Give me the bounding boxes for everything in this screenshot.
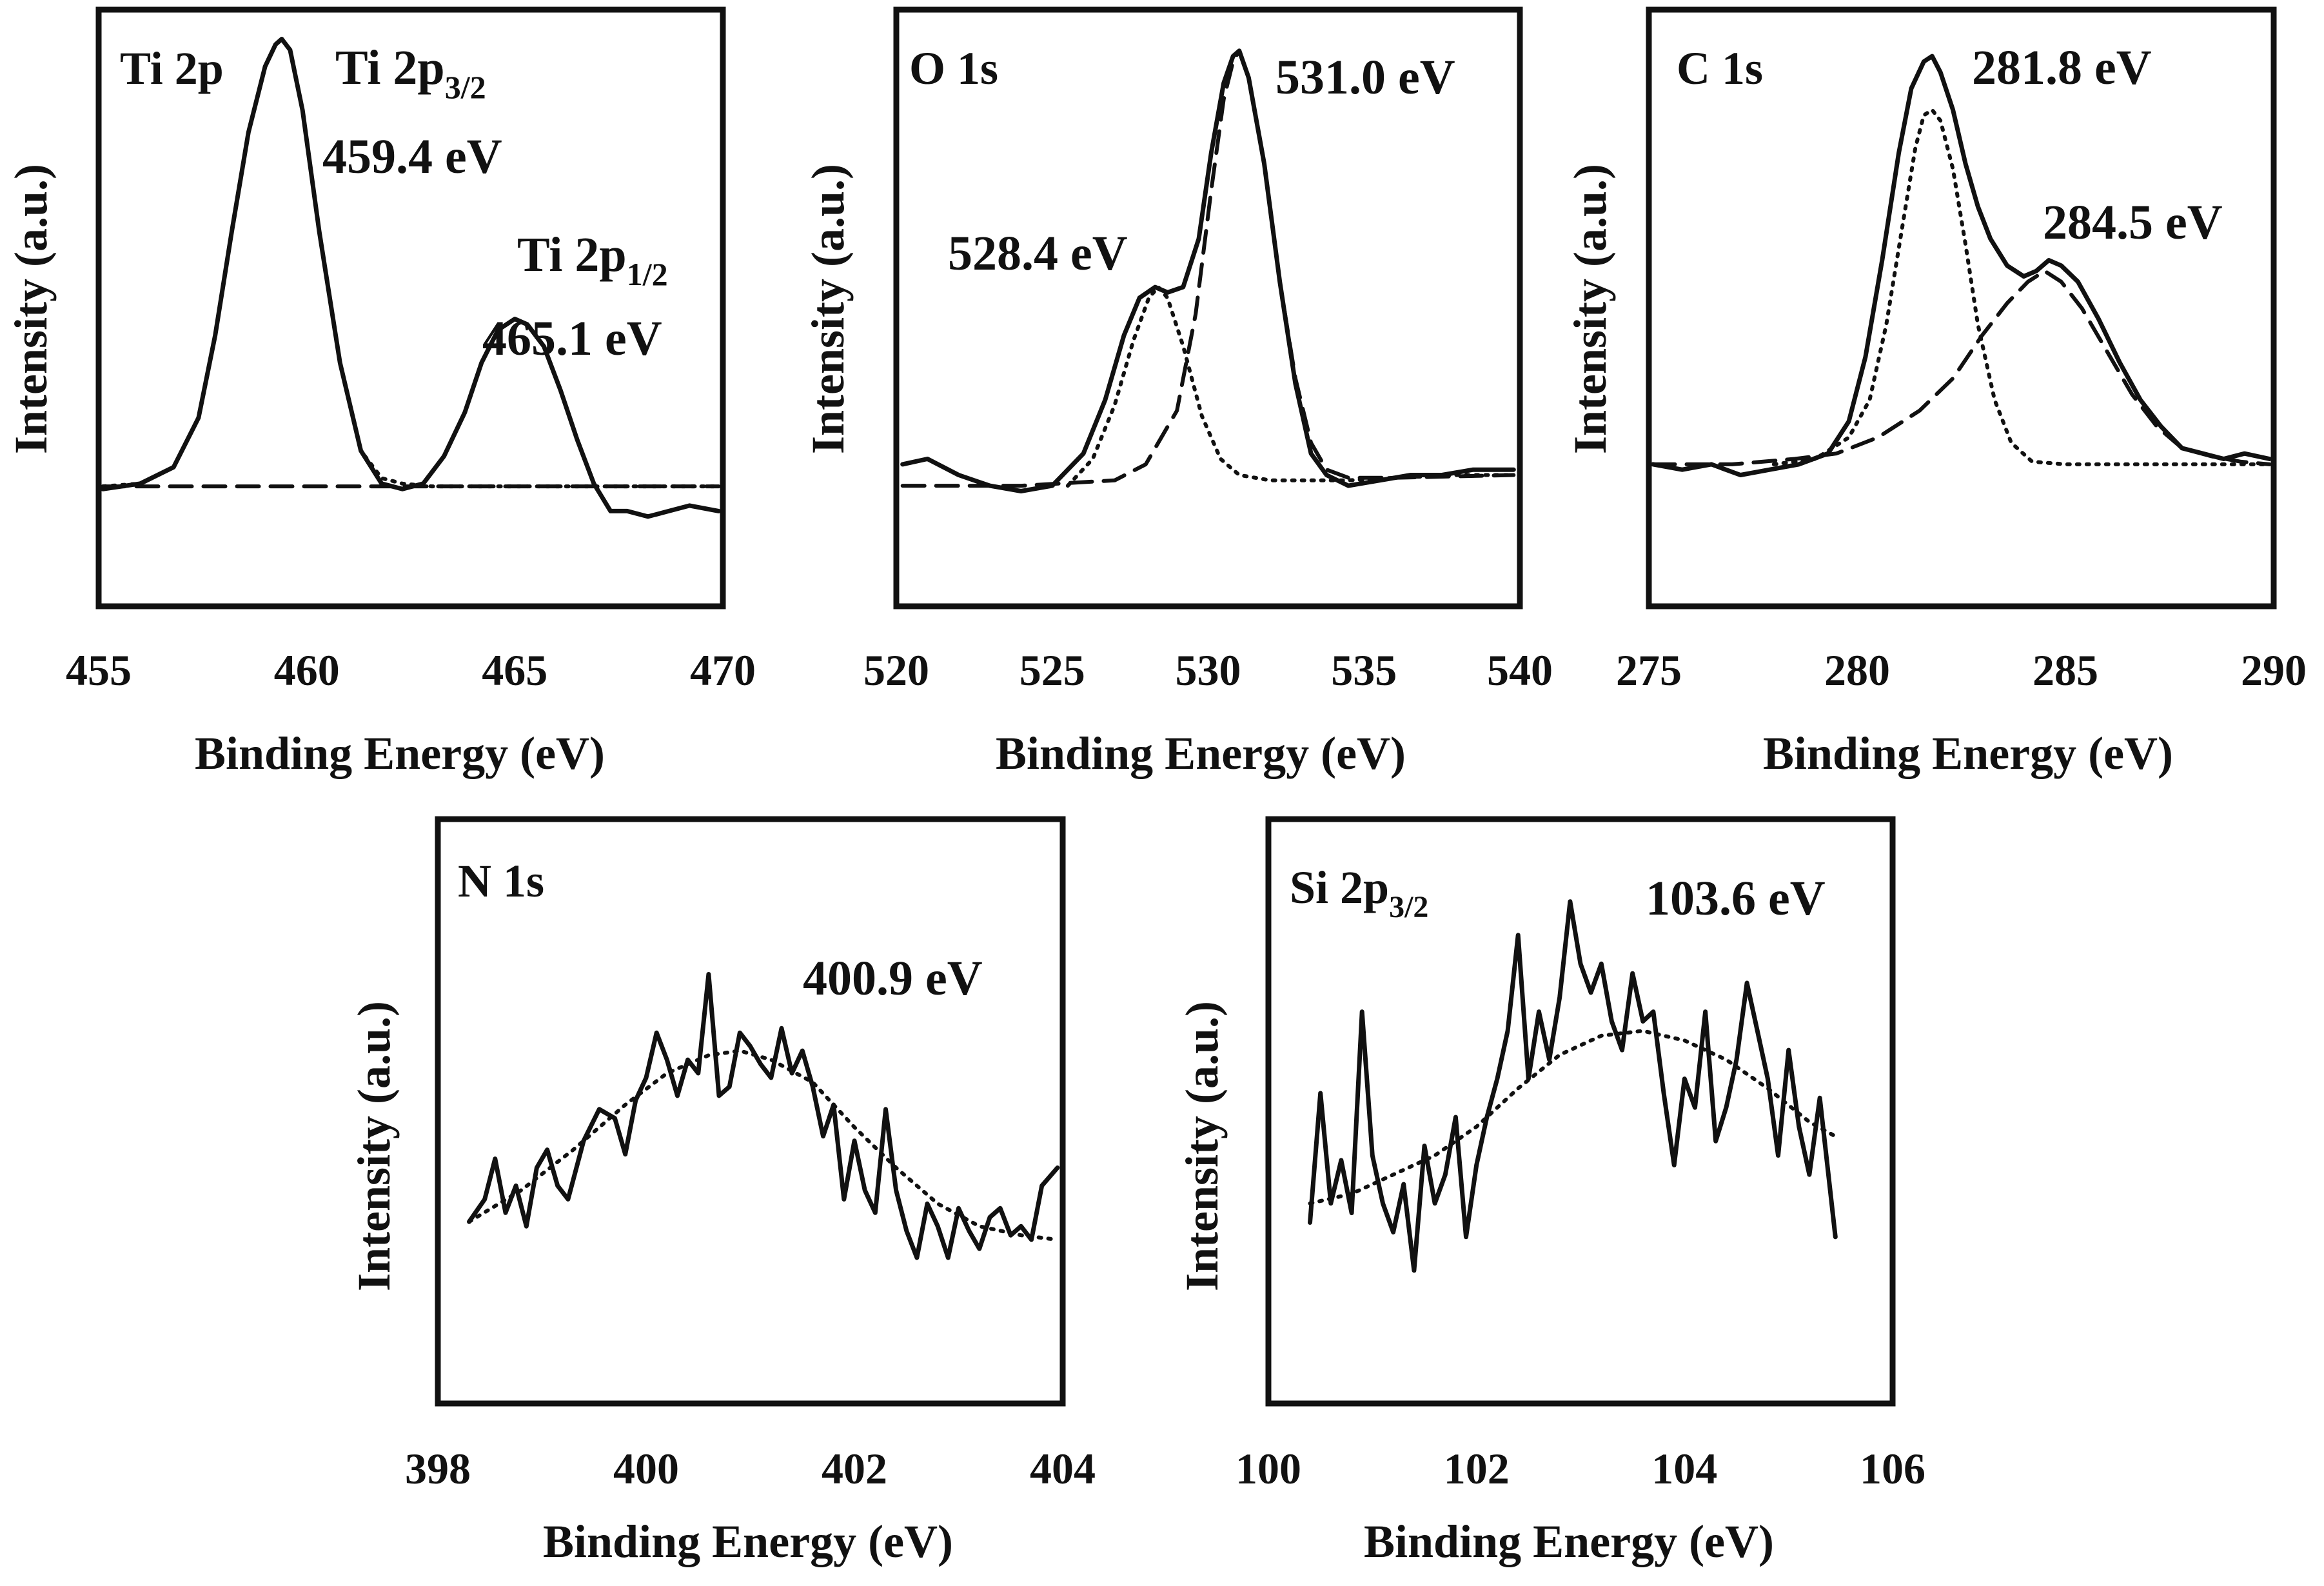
peak-annotation-ti2p32-label: Ti 2p3/2 bbox=[335, 41, 486, 105]
panel-title: N 1s bbox=[458, 855, 544, 907]
plot-frame bbox=[95, 6, 726, 610]
title-subscript: 3/2 bbox=[1389, 890, 1428, 924]
plot-frame bbox=[435, 816, 1066, 1407]
x-tick-label: 280 bbox=[1824, 646, 1890, 695]
y-axis-label: Intensity (a.u.) bbox=[348, 1001, 400, 1291]
x-tick-label: 404 bbox=[1030, 1444, 1096, 1493]
panel-title: Si 2p3/2 bbox=[1290, 862, 1428, 924]
series-measured-line bbox=[1308, 899, 1838, 1273]
panel-c1s: Intensity (a.u.) C 1s 281.8 eV 284.5 eV … bbox=[1564, 6, 2307, 779]
x-tick-label: 525 bbox=[1019, 646, 1085, 695]
y-axis-label: Intensity (a.u.) bbox=[802, 164, 854, 454]
x-tick-label: 104 bbox=[1651, 1444, 1717, 1493]
plot-frame bbox=[1265, 816, 1896, 1407]
peak-annotation-ti2p12-label: Ti 2p1/2 bbox=[517, 228, 668, 292]
x-tick-label: 275 bbox=[1616, 646, 1682, 695]
x-tick-label: 470 bbox=[690, 646, 756, 695]
peak-annotation-400: 400.9 eV bbox=[803, 951, 983, 1006]
annotation-main: Ti 2p bbox=[335, 41, 445, 95]
series-fit-line bbox=[1308, 1029, 1838, 1205]
peak-annotation-284: 284.5 eV bbox=[2043, 195, 2223, 250]
x-tick-label: 535 bbox=[1331, 646, 1397, 695]
x-tick-label: 106 bbox=[1860, 1444, 1925, 1493]
series-fit-281-8-line bbox=[1771, 108, 2272, 466]
title-main: Si 2p bbox=[1290, 862, 1389, 913]
x-tick-label: 400 bbox=[613, 1444, 679, 1493]
peak-annotation-281: 281.8 eV bbox=[1972, 41, 2152, 95]
x-tick-label: 540 bbox=[1487, 646, 1553, 695]
x-tick-label: 398 bbox=[405, 1444, 471, 1493]
series-fit-line bbox=[467, 1049, 1059, 1242]
x-tick-label: 285 bbox=[2033, 646, 2098, 695]
y-axis-label: Intensity (a.u.) bbox=[1176, 1001, 1228, 1291]
plot-frame bbox=[1646, 6, 2277, 610]
x-tick-label: 460 bbox=[274, 646, 340, 695]
series-measured-line bbox=[101, 37, 721, 519]
x-tick-label: 465 bbox=[482, 646, 547, 695]
peak-annotation-ti2p12-energy: 465.1 eV bbox=[482, 312, 662, 366]
annotation-main: Ti 2p bbox=[517, 228, 627, 282]
series-measured-line bbox=[1651, 54, 2272, 477]
panel-title: C 1s bbox=[1677, 43, 1763, 94]
y-axis-label: Intensity (a.u.) bbox=[5, 164, 57, 454]
x-tick-label: 520 bbox=[863, 646, 929, 695]
panel-o1s: Intensity (a.u.) O 1s 528.4 eV 531.0 eV … bbox=[802, 6, 1553, 779]
panel-ti2p: Intensity (a.u.) Ti 2p Ti 2p3/2 459.4 eV… bbox=[5, 6, 756, 779]
x-axis-label: Binding Energy (eV) bbox=[1763, 728, 2173, 779]
x-tick-label: 530 bbox=[1176, 646, 1241, 695]
series-fit-528-4-line bbox=[1065, 285, 1516, 488]
plot-frame bbox=[893, 6, 1523, 610]
peak-annotation-528: 528.4 eV bbox=[948, 226, 1128, 281]
x-tick-label: 102 bbox=[1444, 1444, 1510, 1493]
annotation-subscript: 3/2 bbox=[445, 69, 486, 105]
x-axis-label: Binding Energy (eV) bbox=[996, 728, 1406, 779]
series-fit-284-5-line bbox=[1651, 269, 2272, 466]
series-measured-line bbox=[467, 972, 1060, 1260]
x-tick-label: 290 bbox=[2241, 646, 2307, 695]
annotation-subscript: 1/2 bbox=[627, 256, 668, 292]
panel-title: Ti 2p bbox=[120, 43, 224, 94]
x-tick-label: 100 bbox=[1236, 1444, 1301, 1493]
peak-annotation-ti2p32-energy: 459.4 eV bbox=[322, 130, 502, 184]
panel-title: O 1s bbox=[909, 43, 998, 94]
x-tick-label: 402 bbox=[822, 1444, 887, 1493]
series-measured-line bbox=[900, 48, 1516, 493]
x-axis-label: Binding Energy (eV) bbox=[195, 728, 605, 779]
x-axis-label: Binding Energy (eV) bbox=[543, 1516, 953, 1567]
x-tick-label: 455 bbox=[66, 646, 132, 695]
panel-si2p: Intensity (a.u.) Si 2p3/2 103.6 eV Bindi… bbox=[1176, 816, 1925, 1567]
panel-n1s: Intensity (a.u.) N 1s 400.9 eV Binding E… bbox=[348, 816, 1096, 1567]
x-axis-label: Binding Energy (eV) bbox=[1364, 1516, 1774, 1567]
peak-annotation-531: 531.0 eV bbox=[1275, 50, 1455, 104]
y-axis-label: Intensity (a.u.) bbox=[1564, 164, 1616, 454]
peak-annotation-103: 103.6 eV bbox=[1646, 871, 1826, 926]
